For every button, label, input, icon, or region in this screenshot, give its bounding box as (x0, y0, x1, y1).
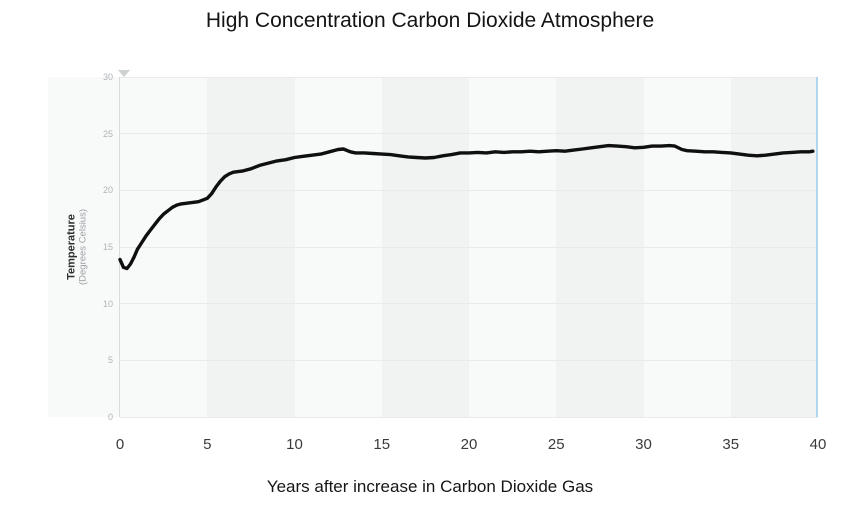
temperature-line-chart (118, 143, 815, 271)
x-tick-label: 40 (809, 436, 827, 453)
y-tick-label: 5 (107, 355, 113, 366)
y-axis-arrow-icon[interactable] (118, 70, 130, 77)
y-tick-label: 30 (102, 72, 113, 82)
x-axis-title: Years after increase in Carbon Dioxide G… (266, 477, 594, 496)
gridline (120, 133, 818, 135)
y-axis-line (119, 77, 120, 417)
page-title: High Concentration Carbon Dioxide Atmosp… (205, 9, 655, 32)
x-tick-label: 0 (115, 436, 125, 453)
x-tick-label: 30 (635, 436, 652, 453)
gridline (120, 76, 818, 78)
gridline (120, 303, 818, 305)
y-tick-label: 10 (102, 298, 113, 309)
y-axis-title-secondary: (Degrees Celsius) (77, 208, 89, 286)
y-tick-label: 20 (102, 185, 113, 196)
y-tick-label: 25 (102, 128, 113, 139)
y-tick-label: 0 (107, 412, 113, 422)
gridline (120, 359, 818, 361)
x-tick-label: 25 (547, 436, 565, 453)
time-cursor-line[interactable] (816, 77, 818, 417)
x-tick-label: 15 (373, 436, 391, 453)
x-tick-label: 20 (460, 436, 478, 453)
y-axis-title: Temperature (Degrees Celsius) (66, 209, 89, 285)
temperature-line (118, 143, 815, 271)
gridline (120, 246, 818, 248)
x-tick-label: 10 (286, 436, 303, 453)
gridline (120, 416, 818, 418)
x-tick-label: 35 (722, 436, 740, 453)
y-tick-label: 15 (102, 242, 113, 252)
y-axis-title-primary: Temperature (65, 214, 78, 280)
gridline (120, 189, 818, 191)
chart-panel: 30 25 20 15 10 5 0 (48, 70, 818, 422)
x-tick-label: 5 (203, 436, 212, 453)
panel-left-margin (48, 77, 120, 417)
